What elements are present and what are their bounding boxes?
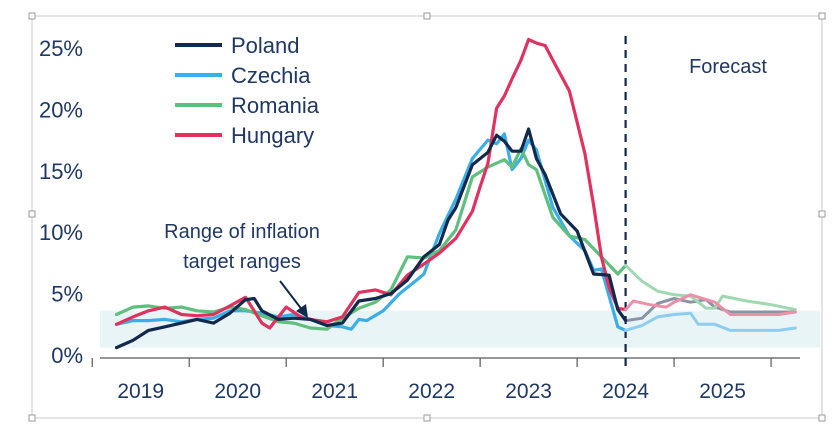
y-tick-label: 25% [39, 36, 83, 61]
series-line-czechia [114, 132, 628, 332]
x-tick-label: 2020 [214, 380, 261, 403]
band-annotation-arrowhead [296, 304, 308, 318]
y-tick-label: 0% [51, 343, 83, 368]
x-tick-label: 2019 [117, 380, 164, 403]
series-forecast-line-hungary [624, 293, 797, 316]
legend-label-poland: Poland [231, 33, 300, 58]
series-line-romania [114, 147, 628, 331]
y-tick-label: 20% [39, 97, 83, 122]
series-forecast-line-czechia [624, 311, 797, 332]
x-tick-label: 2024 [602, 380, 649, 403]
x-axis-ticks [91, 358, 772, 367]
resize-handle-bottom-left[interactable] [28, 414, 36, 422]
y-tick-label: 15% [39, 159, 83, 184]
band-annotation-line1: Range of inflation [164, 221, 320, 243]
resize-handle-middle-left[interactable] [28, 210, 36, 218]
y-axis-labels: 0% 5% 10% 15% 20% 25% [39, 36, 83, 368]
x-tick-label: 2025 [699, 380, 746, 403]
resize-handle-top-center[interactable] [423, 12, 431, 20]
band-annotation-arrow [279, 280, 304, 312]
series-line-hungary [114, 37, 628, 330]
x-tick-label: 2021 [311, 380, 358, 403]
x-axis-labels: 2019 2020 2021 2022 2023 2024 2025 [117, 380, 746, 403]
legend: Poland Czechia Romania Hungary [175, 33, 320, 148]
legend-label-romania: Romania [231, 93, 320, 118]
band-annotation-line2: target ranges [183, 251, 301, 273]
resize-handle-bottom-center[interactable] [423, 414, 431, 422]
series-line-poland [114, 127, 628, 350]
x-tick-label: 2022 [408, 380, 455, 403]
resize-handle-top-left[interactable] [28, 12, 36, 20]
resize-handle-top-right[interactable] [818, 12, 826, 20]
resize-handle-middle-right[interactable] [818, 210, 826, 218]
y-tick-label: 5% [51, 282, 83, 307]
forecast-label: Forecast [689, 56, 767, 78]
x-tick-label: 2023 [505, 380, 552, 403]
legend-label-czechia: Czechia [231, 63, 311, 88]
series-lines [114, 37, 797, 350]
resize-handle-bottom-right[interactable] [818, 414, 826, 422]
y-tick-label: 10% [39, 220, 83, 245]
series-forecast-line-romania [624, 263, 797, 312]
resize-handles[interactable] [28, 12, 826, 422]
legend-label-hungary: Hungary [231, 123, 314, 148]
